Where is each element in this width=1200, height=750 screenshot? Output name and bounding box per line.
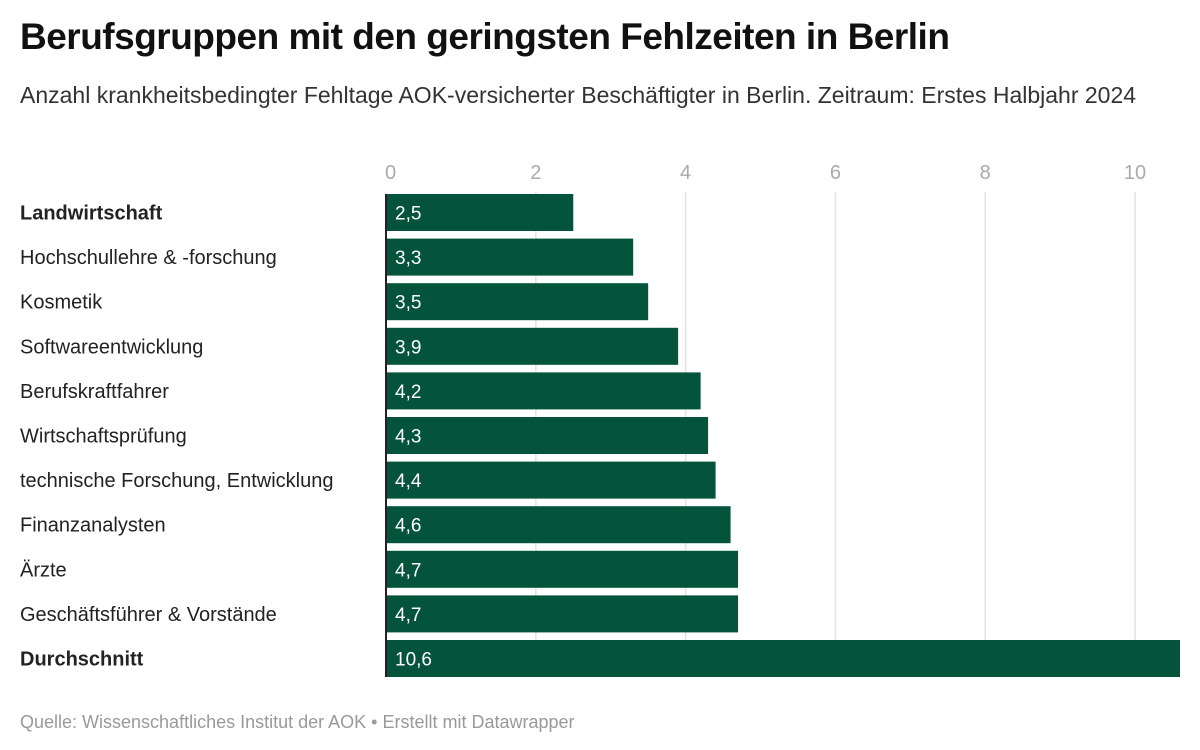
category-label: Landwirtschaft: [20, 203, 163, 225]
category-label: Softwareentwicklung: [20, 336, 203, 358]
bar: [386, 283, 649, 321]
source-footer: Quelle: Wissenschaftliches Institut der …: [20, 712, 575, 732]
bar: [386, 327, 679, 365]
value-label: 4,2: [395, 382, 421, 403]
bar: [386, 194, 574, 231]
bar-chart: 0 2 4 6 8 10 Landwirtschaft Hochschullehre & -…: [20, 162, 1180, 677]
x-tick-label: 10: [1124, 162, 1146, 184]
x-tick-label: 6: [830, 162, 841, 184]
category-label: Ärzte: [20, 559, 67, 581]
value-label: 4,7: [395, 560, 421, 581]
x-tick-label: 2: [530, 162, 541, 184]
bar: [386, 640, 1180, 677]
bar: [386, 595, 739, 633]
value-label: 10,6: [395, 650, 432, 671]
bar: [386, 238, 634, 276]
category-label: technische Forschung, Entwicklung: [20, 470, 334, 492]
category-label: Finanzanalysten: [20, 515, 166, 537]
value-label: 3,5: [395, 293, 421, 314]
x-axis-ticks: 0 2 4 6 8 10: [385, 162, 1146, 184]
category-label: Kosmetik: [20, 292, 103, 314]
value-label: 4,6: [395, 516, 421, 537]
value-label: 3,9: [395, 337, 421, 358]
category-labels: Landwirtschaft Hochschullehre & -forschun…: [20, 203, 334, 671]
category-label: Durchschnitt: [20, 649, 144, 671]
x-tick-label: 4: [680, 162, 691, 184]
value-label: 4,7: [395, 605, 421, 626]
value-label: 4,3: [395, 427, 421, 448]
value-label: 4,4: [395, 471, 422, 492]
bar: [386, 461, 716, 499]
category-label: Wirtschaftsprüfung: [20, 426, 187, 448]
x-tick-label: 0: [385, 162, 396, 184]
chart-subtitle: Anzahl krankheitsbedingter Fehltage AOK-…: [20, 82, 1137, 108]
category-label: Geschäftsführer & Vorstände: [20, 604, 277, 626]
chart-title: Berufsgruppen mit den geringsten Fehlzei…: [20, 16, 950, 57]
x-tick-label: 8: [980, 162, 991, 184]
bar: [386, 372, 701, 410]
value-label: 2,5: [395, 204, 421, 225]
value-labels: 2,5 3,3 3,5 3,9 4,2 4,3 4,4 4,6 4,7 4,7 10,6: [395, 204, 432, 671]
bar: [386, 506, 731, 544]
category-label: Berufskraftfahrer: [20, 381, 169, 403]
bar: [386, 417, 709, 454]
bar: [386, 550, 739, 588]
value-label: 3,3: [395, 248, 421, 269]
category-label: Hochschullehre & -forschung: [20, 247, 277, 269]
bars: [386, 194, 1180, 677]
